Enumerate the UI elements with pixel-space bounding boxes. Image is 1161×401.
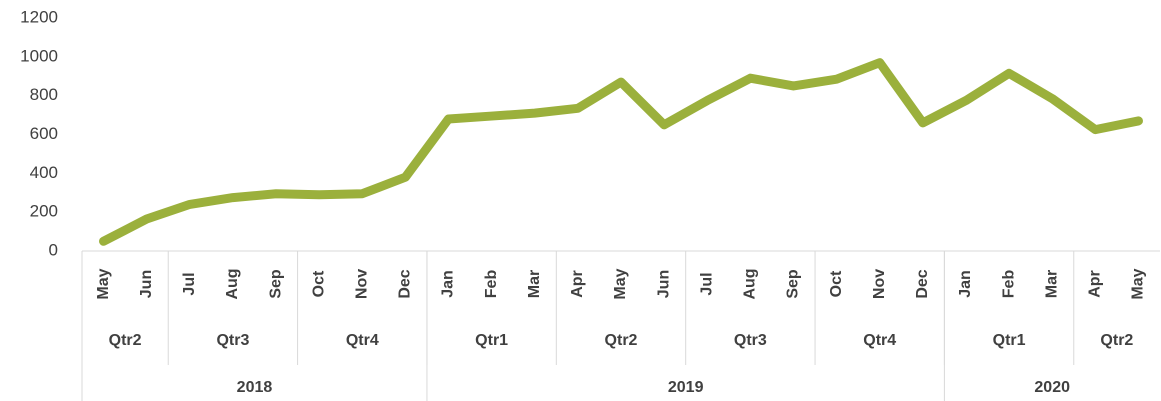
- y-tick-label: 1200: [20, 7, 58, 26]
- month-label: Mar: [1043, 270, 1060, 298]
- quarter-label: Qtr4: [346, 332, 379, 349]
- month-label: Sep: [267, 269, 284, 299]
- month-label: Feb: [1000, 270, 1017, 299]
- year-label: 2018: [237, 379, 273, 396]
- month-label: Oct: [828, 270, 845, 297]
- month-label: Mar: [526, 270, 543, 298]
- month-label: May: [1130, 268, 1147, 299]
- month-label: Apr: [569, 270, 586, 298]
- month-label: Jul: [698, 272, 715, 295]
- quarter-label: Qtr2: [1100, 332, 1133, 349]
- month-label: Sep: [785, 269, 802, 299]
- quarter-label: Qtr2: [109, 332, 142, 349]
- y-tick-label: 200: [30, 202, 58, 221]
- month-label: Jul: [181, 272, 198, 295]
- month-label: Dec: [914, 269, 931, 298]
- quarter-label: Qtr2: [605, 332, 638, 349]
- month-label: Jan: [440, 270, 457, 298]
- quarter-label: Qtr3: [216, 332, 249, 349]
- year-label: 2020: [1034, 379, 1070, 396]
- month-label: Oct: [310, 270, 327, 297]
- year-label: 2019: [668, 379, 704, 396]
- y-tick-label: 1000: [20, 46, 58, 65]
- y-tick-label: 0: [49, 240, 58, 259]
- quarter-label: Qtr1: [475, 332, 508, 349]
- month-label: Jun: [655, 270, 672, 298]
- month-label: May: [95, 268, 112, 299]
- quarter-label: Qtr4: [863, 332, 896, 349]
- month-label: Nov: [871, 269, 888, 299]
- series-line: [99, 58, 1143, 246]
- month-label: Feb: [483, 270, 500, 299]
- quarter-label: Qtr3: [734, 332, 767, 349]
- month-label: Aug: [742, 268, 759, 299]
- y-tick-label: 400: [30, 163, 58, 182]
- y-tick-label: 600: [30, 124, 58, 143]
- month-label: Aug: [224, 268, 241, 299]
- month-label: Nov: [353, 269, 370, 299]
- quarter-label: Qtr1: [993, 332, 1026, 349]
- y-tick-label: 800: [30, 85, 58, 104]
- month-label: Jan: [957, 270, 974, 298]
- month-label: Dec: [397, 269, 414, 298]
- month-label: May: [612, 268, 629, 299]
- month-label: Apr: [1087, 270, 1104, 298]
- month-label: Jun: [138, 270, 155, 298]
